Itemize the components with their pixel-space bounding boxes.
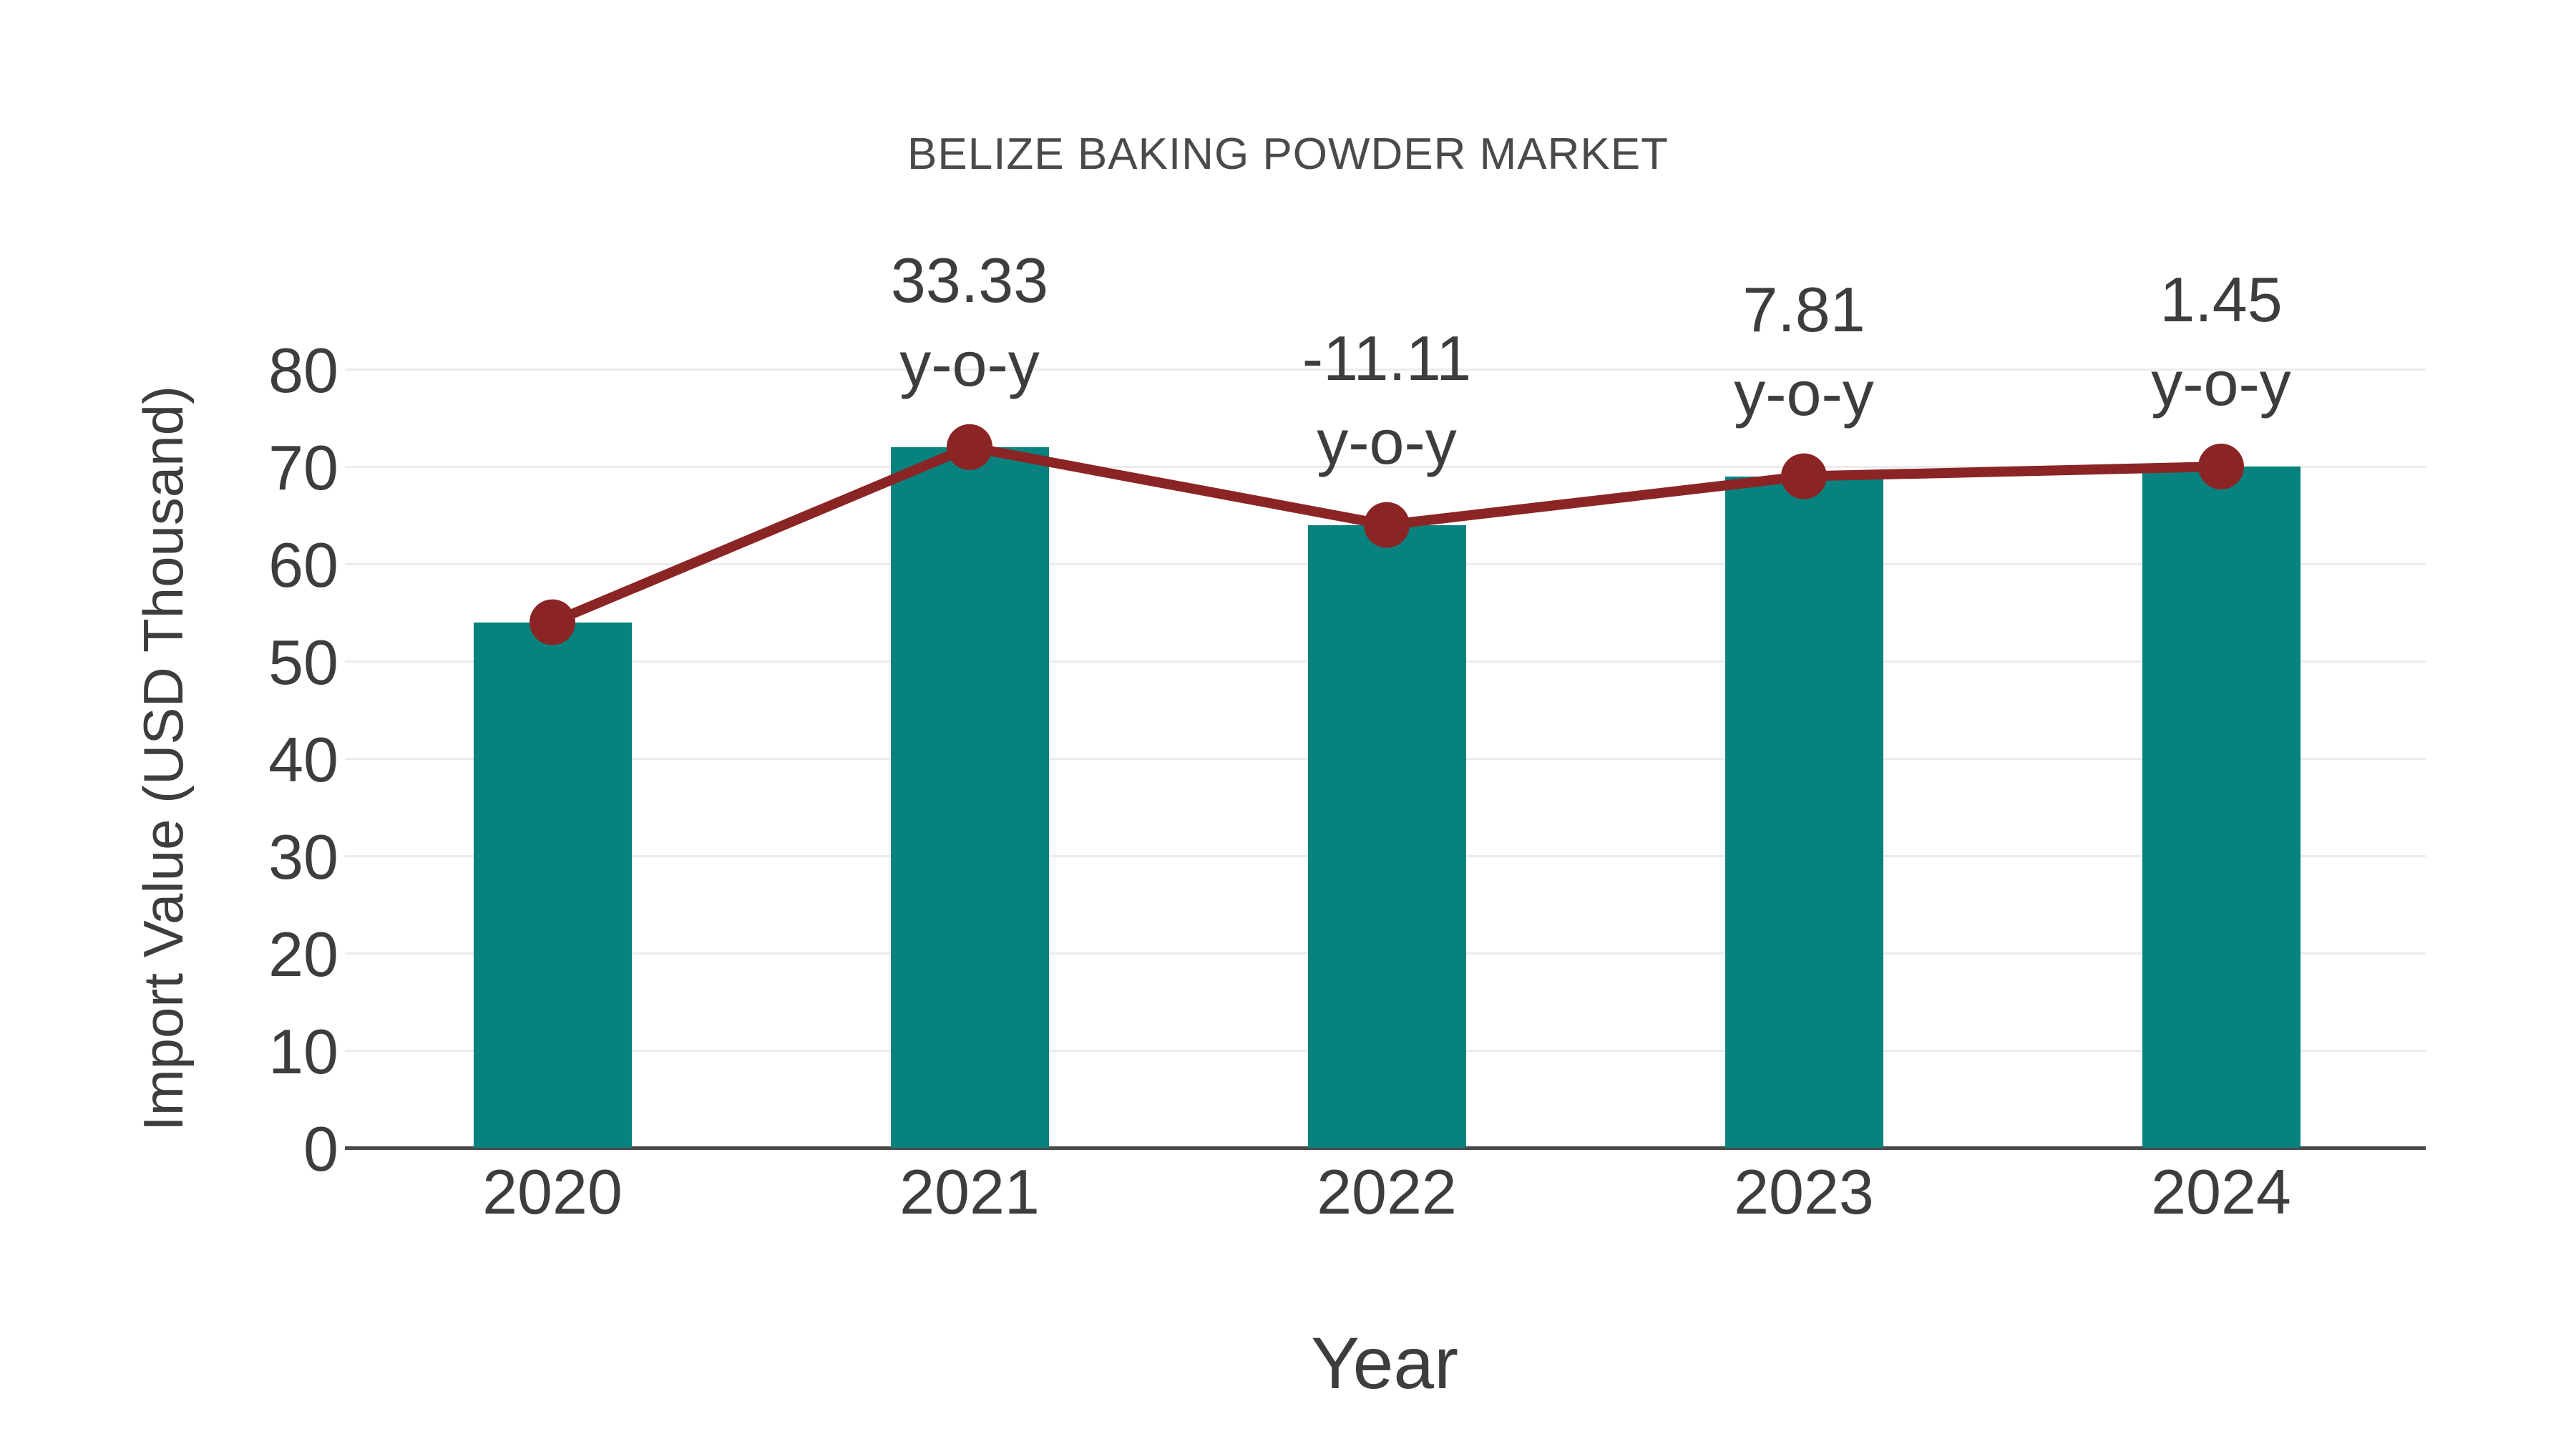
annotation-2021: 33.33 y-o-y — [791, 238, 1148, 406]
y-tick-label-80: 80 — [268, 335, 338, 406]
y-tick-label-10: 10 — [268, 1016, 338, 1087]
annotation-2021-line-2: y-o-y — [899, 328, 1040, 399]
x-axis-title: Year — [1310, 1322, 1459, 1404]
data-point-2021 — [947, 424, 992, 470]
gridline-80 — [345, 368, 2426, 371]
chart-title: BELIZE BAKING POWDER MARKET — [907, 130, 1669, 179]
annotation-2022-line-2: y-o-y — [1317, 406, 1457, 477]
data-point-2023 — [1781, 453, 1827, 499]
bar-2020 — [473, 622, 632, 1148]
bar-2024 — [2142, 467, 2301, 1148]
x-tick-label-2023: 2023 — [1734, 1156, 1874, 1227]
y-tick-label-60: 60 — [268, 530, 338, 600]
x-axis-line — [345, 1146, 2426, 1150]
data-point-2020 — [530, 599, 575, 645]
y-tick-label-0: 0 — [303, 1113, 338, 1184]
y-tick-label-50: 50 — [268, 627, 338, 698]
annotation-2022-line-1: -11.11 — [1302, 322, 1472, 394]
bar-2023 — [1724, 476, 1883, 1148]
data-point-2024 — [2198, 444, 2244, 489]
x-tick-label-2021: 2021 — [899, 1156, 1040, 1227]
annotation-2023-line-1: 7.81 — [1742, 273, 1865, 345]
y-tick-label-70: 70 — [268, 432, 338, 503]
y-tick-label-40: 40 — [268, 724, 338, 795]
annotation-2022: -11.11 y-o-y — [1208, 316, 1566, 484]
x-tick-label-2020: 2020 — [482, 1156, 623, 1227]
x-tick-label-2024: 2024 — [2151, 1156, 2291, 1227]
annotation-2024-line-1: 1.45 — [2160, 264, 2283, 335]
bar-2021 — [890, 447, 1049, 1148]
annotation-2024: 1.45 y-o-y — [2042, 258, 2400, 425]
y-tick-label-20: 20 — [268, 919, 338, 990]
x-tick-label-2022: 2022 — [1317, 1156, 1457, 1227]
data-point-2022 — [1364, 502, 1410, 548]
gridline-70 — [345, 465, 2426, 468]
annotation-2021-line-1: 33.33 — [890, 244, 1049, 316]
annotation-2023: 7.81 y-o-y — [1625, 268, 1983, 435]
annotation-2023-line-2: y-o-y — [1734, 357, 1874, 429]
y-tick-label-30: 30 — [268, 821, 338, 892]
bar-2022 — [1307, 525, 1466, 1148]
annotation-2024-line-2: y-o-y — [2151, 348, 2291, 419]
